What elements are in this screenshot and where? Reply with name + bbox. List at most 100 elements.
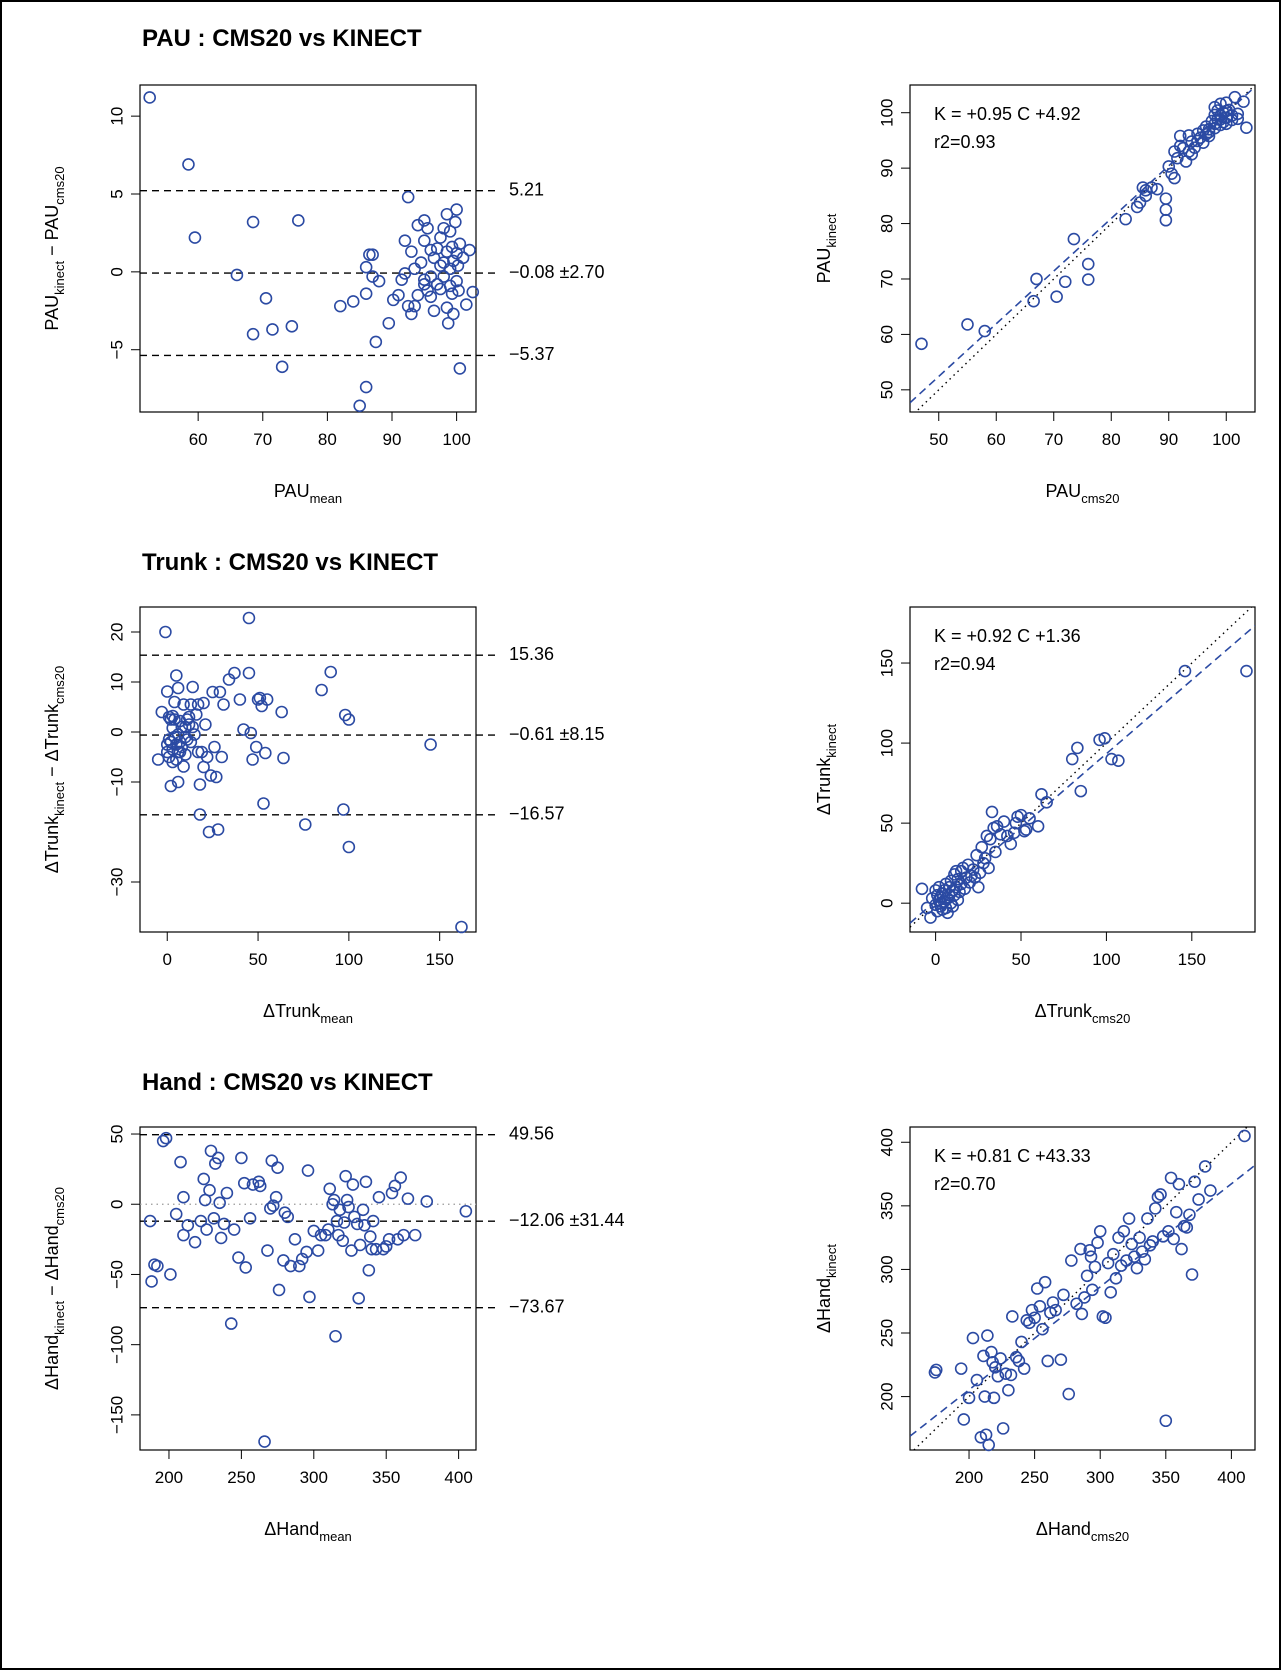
ba-data-point <box>264 1202 277 1215</box>
sc-data-point <box>1067 232 1081 246</box>
sc-data-point <box>962 1391 976 1405</box>
ba-x-tick-label: 70 <box>253 430 272 449</box>
sc-data-point <box>1198 1160 1212 1173</box>
ba-data-point <box>208 740 221 754</box>
ba-data-point <box>246 1178 260 1191</box>
sc-plot-frame-1 <box>909 606 1256 933</box>
ba-data-point <box>342 840 356 854</box>
sc-data-point <box>1172 1177 1186 1191</box>
ba-data-point <box>261 1244 274 1257</box>
sc-data-point <box>954 1362 968 1375</box>
ba-data-point <box>456 251 470 265</box>
ba-y-label-b-sub: cms20 <box>52 666 67 704</box>
ba-data-point <box>418 234 431 248</box>
sc-data-point <box>1020 1313 1034 1327</box>
ba-data-point <box>251 693 265 706</box>
ba-data-point <box>253 1179 267 1193</box>
sc-y-tick-label: 350 <box>877 1192 896 1220</box>
ba-data-point <box>394 1171 407 1184</box>
ba-data-point <box>246 215 260 229</box>
sc-data-point <box>1133 1231 1146 1244</box>
sc-data-point <box>978 1390 992 1403</box>
ba-x-tick-label: 150 <box>425 950 453 969</box>
ba-data-point <box>359 380 373 394</box>
sc-x-tick-label: 60 <box>987 430 1006 449</box>
ba-x-axis-label: ΔHandmean <box>264 1519 352 1544</box>
sc-plot-frame-2 <box>909 1126 1256 1451</box>
ba-data-point <box>258 1435 271 1448</box>
ba-y-label-a-sub: kinect <box>52 261 67 295</box>
ba-data-point <box>143 1214 157 1228</box>
ba-data-point <box>353 399 366 413</box>
ba-x-tick-label: 400 <box>444 1468 472 1487</box>
ba-data-point <box>188 231 202 244</box>
sc-regression-equation: K = +0.81 C +43.33 <box>934 1146 1091 1166</box>
ba-data-point <box>295 1252 309 1266</box>
ba-data-point <box>363 1230 377 1243</box>
sc-data-point <box>1231 112 1245 126</box>
ba-data-point <box>253 691 267 705</box>
sc-data-point <box>1199 120 1213 133</box>
sc-data-point <box>1143 1238 1157 1252</box>
sc-y-tick-label: 60 <box>877 325 896 344</box>
ba-data-point <box>215 750 229 764</box>
sc-y-tick-label: 150 <box>877 649 896 677</box>
sc-regression-equation: K = +0.95 C +4.92 <box>934 104 1081 124</box>
ba-data-point <box>197 696 210 710</box>
panel-title: PAU : CMS20 vs KINECT <box>142 25 422 52</box>
ba-data-point <box>230 268 244 282</box>
sc-data-point <box>1084 1250 1098 1264</box>
ba-data-point <box>348 1210 361 1224</box>
ba-data-point <box>239 1261 253 1274</box>
ba-data-point <box>151 1259 164 1273</box>
sc-regression-line <box>910 624 1255 924</box>
ba-y-label-a-sub: kinect <box>52 1301 67 1335</box>
ba-y-tick-label: 50 <box>107 1125 126 1144</box>
ba-data-point <box>190 708 203 721</box>
ba-data-point <box>266 1199 280 1212</box>
sc-data-point <box>1017 1362 1031 1375</box>
ba-data-point <box>418 214 431 227</box>
ba-data-point <box>353 1238 367 1252</box>
ba-data-point <box>206 685 219 699</box>
ba-data-point <box>204 1144 218 1158</box>
ba-data-point <box>186 680 199 694</box>
ba-y-label-mid: − ΔTrunk <box>42 703 62 782</box>
sc-data-point <box>1081 257 1095 271</box>
ba-data-point <box>271 1161 284 1175</box>
ba-data-point <box>362 1263 376 1277</box>
ba-data-point <box>350 1217 364 1231</box>
ba-x-axis-label-subscript: mean <box>319 1529 352 1544</box>
sc-data-point <box>978 324 992 338</box>
sc-y-axis-label-text: ΔHand <box>814 1278 834 1333</box>
sc-y-tick-label: 80 <box>877 214 896 233</box>
sc-data-point <box>1125 1237 1138 1251</box>
ba-mean-bias-line-label: −0.61 ±8.15 <box>509 724 604 744</box>
sc-data-point <box>1018 824 1031 838</box>
ba-data-point <box>453 362 467 375</box>
sc-y-axis-label-subscript: kinect <box>824 723 839 757</box>
sc-data-point <box>957 1413 971 1426</box>
ba-data-point <box>281 1210 295 1224</box>
ba-data-point <box>408 262 421 276</box>
sc-x-axis-label-subscript: cms20 <box>1081 491 1119 506</box>
sc-data-point <box>915 337 928 351</box>
ba-x-tick-label: 300 <box>300 1468 328 1487</box>
sc-data-point <box>1238 1129 1251 1143</box>
ba-data-point <box>401 299 415 313</box>
sc-y-axis-label: PAUkinect <box>814 213 839 283</box>
sc-data-point <box>972 880 985 894</box>
ba-plot-frame-2 <box>139 1126 477 1451</box>
ba-data-point <box>463 243 476 257</box>
sc-data-point <box>1109 1272 1123 1285</box>
ba-x-tick-label: 100 <box>442 430 470 449</box>
ba-data-point <box>408 1228 422 1242</box>
ba-data-point <box>214 1231 228 1245</box>
sc-data-point <box>951 893 965 907</box>
sc-data-point <box>994 1352 1007 1365</box>
sc-data-point <box>915 882 929 896</box>
ba-y-label-a: ΔTrunk <box>42 815 62 873</box>
sc-x-axis-label: PAUcms20 <box>1046 481 1120 506</box>
ba-data-point <box>168 695 181 709</box>
ba-data-point <box>443 225 457 238</box>
